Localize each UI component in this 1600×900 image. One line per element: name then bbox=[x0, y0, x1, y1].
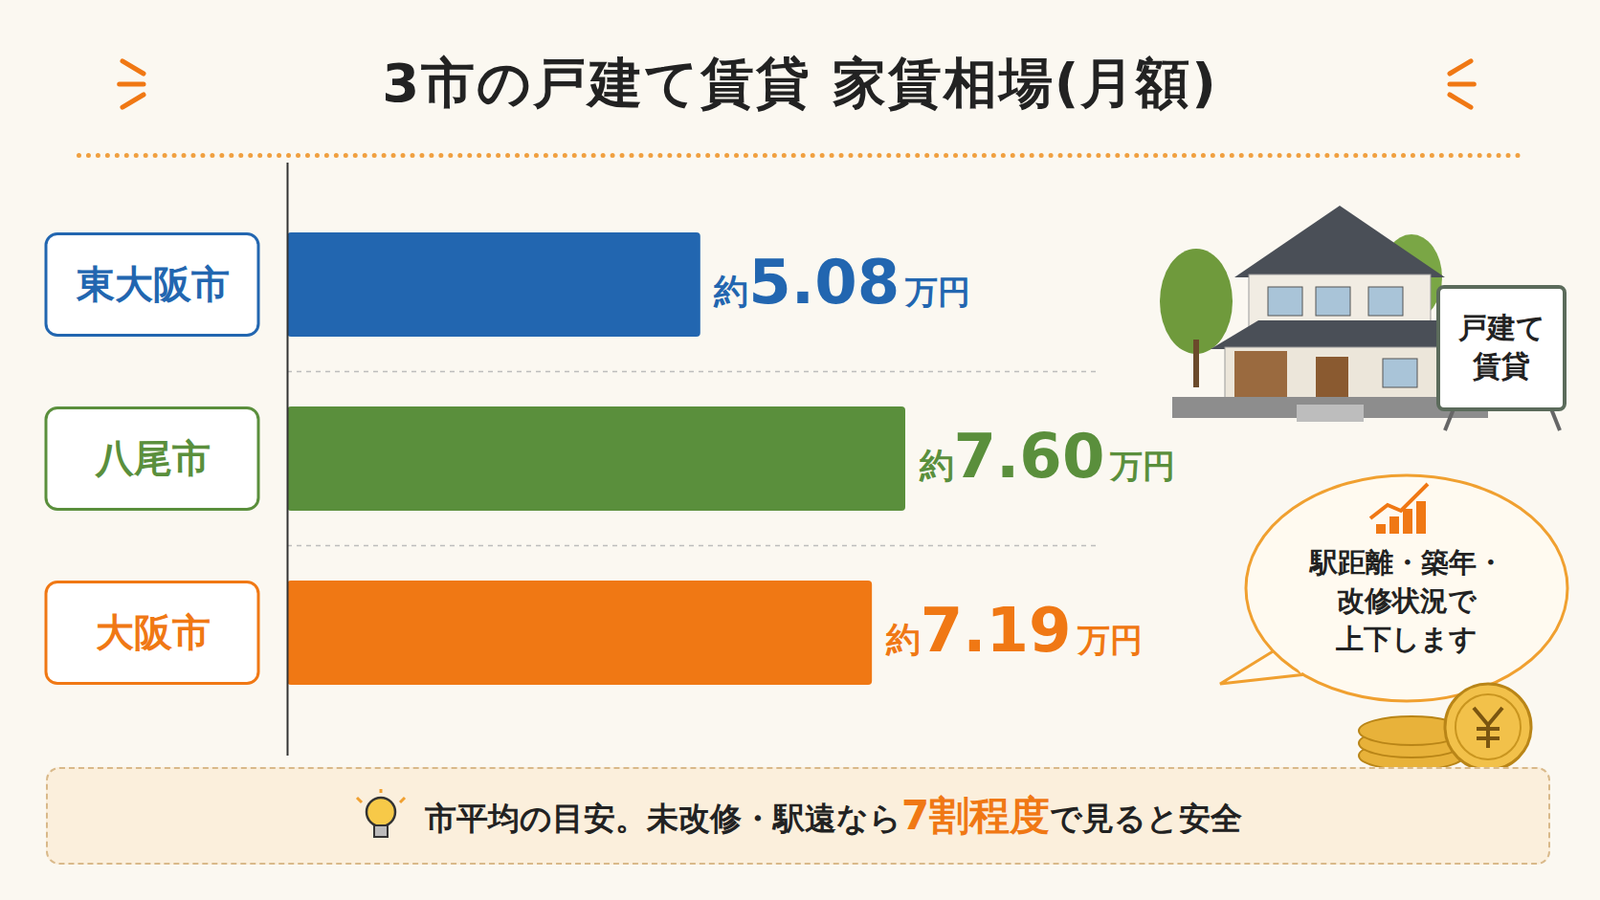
svg-text:改修状況で: 改修状況で bbox=[1336, 584, 1478, 618]
html-text:3市の戸建て賃貸 家賃相場(月額): 3市の戸建て賃貸 家賃相場(月額) bbox=[382, 51, 1218, 114]
svg-text:駅距離・築年・: 駅距離・築年・ bbox=[1308, 546, 1505, 579]
svg-text:大阪市: 大阪市 bbox=[95, 610, 211, 655]
svg-text:東大阪市: 東大阪市 bbox=[75, 262, 230, 307]
svg-text:戸建て: 戸建て bbox=[1457, 311, 1546, 345]
svg-text:賃貸: 賃貸 bbox=[1471, 349, 1531, 383]
svg-text:約7.60万円: 約7.60万円 bbox=[918, 421, 1177, 492]
html-text:市平均の目安。未改修・駅遠なら7割程度で見ると安全: 市平均の目安。未改修・駅遠なら7割程度で見ると安全 bbox=[424, 792, 1243, 840]
svg-text:八尾市: 八尾市 bbox=[94, 436, 211, 481]
svg-text:約5.08万円: 約5.08万円 bbox=[712, 246, 971, 318]
svg-text:約7.19万円: 約7.19万円 bbox=[885, 595, 1143, 667]
svg-text:上下します: 上下します bbox=[1334, 622, 1478, 656]
